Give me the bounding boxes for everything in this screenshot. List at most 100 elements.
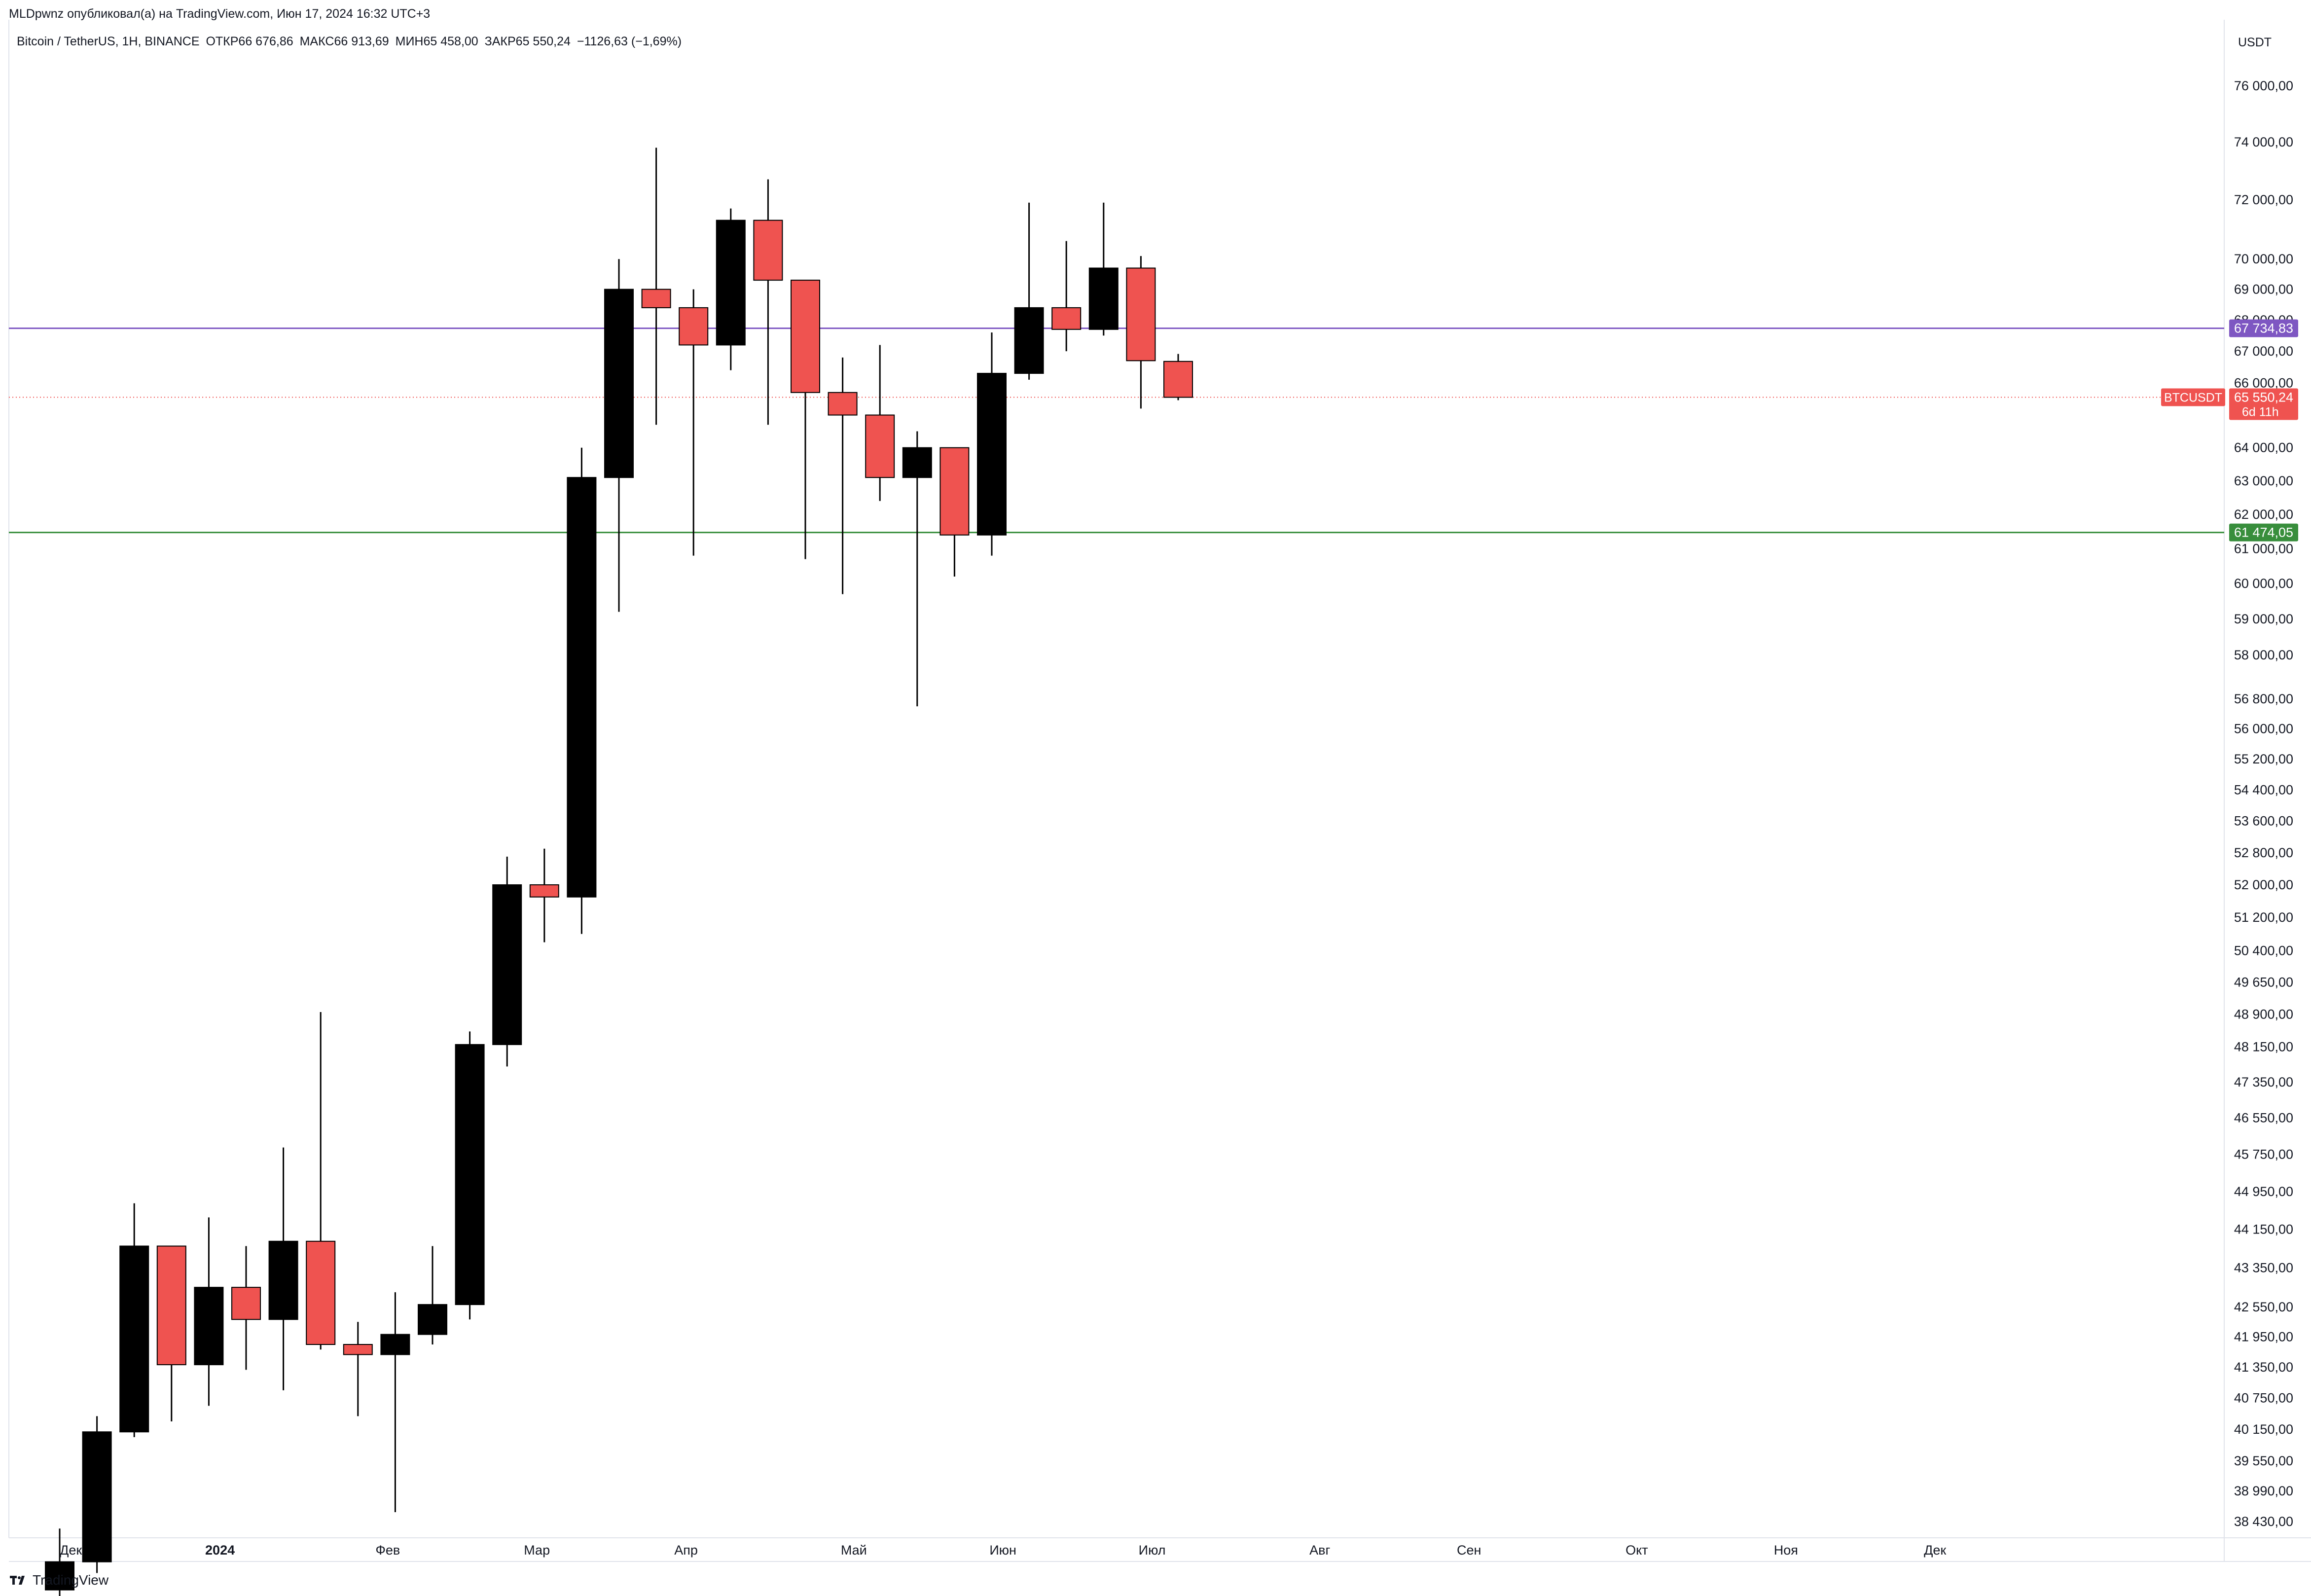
candle-body bbox=[1014, 307, 1044, 374]
candle[interactable] bbox=[902, 431, 932, 707]
candle[interactable] bbox=[1088, 202, 1119, 336]
time-tick-label: Дек bbox=[60, 1543, 82, 1558]
price-tick-label: 51 200,00 bbox=[2234, 910, 2293, 925]
candle-body bbox=[977, 372, 1007, 536]
price-tick-label: 60 000,00 bbox=[2234, 576, 2293, 591]
price-tick-label: 44 950,00 bbox=[2234, 1184, 2293, 1199]
time-tick-label: Ноя bbox=[1774, 1543, 1798, 1558]
price-tick-label: 40 750,00 bbox=[2234, 1391, 2293, 1406]
candle-body bbox=[1051, 307, 1082, 330]
candle[interactable] bbox=[268, 1147, 298, 1390]
candle[interactable] bbox=[641, 147, 671, 425]
symbol-tag-bg bbox=[2161, 388, 2225, 406]
price-axis[interactable]: USDT 76 000,00 74 000,00 72 000,00 70 000,00… bbox=[2161, 36, 2298, 1529]
candle[interactable] bbox=[1163, 354, 1193, 400]
candle[interactable] bbox=[716, 208, 746, 370]
time-tick-label: Май bbox=[841, 1543, 867, 1558]
candle-body bbox=[679, 307, 709, 346]
candle[interactable] bbox=[455, 1031, 485, 1320]
candle[interactable] bbox=[604, 259, 634, 612]
price-tick-label: 66 000,00 bbox=[2234, 375, 2293, 390]
candle-body bbox=[1163, 361, 1193, 398]
price-tick-label: 41 950,00 bbox=[2234, 1330, 2293, 1344]
candle-body bbox=[455, 1044, 485, 1306]
price-tick-label: 59 000,00 bbox=[2234, 612, 2293, 626]
candle-body bbox=[268, 1240, 298, 1320]
line-price-tag[interactable]: 61 474,05 bbox=[2234, 525, 2293, 540]
candle[interactable] bbox=[828, 357, 858, 594]
candle-body bbox=[939, 447, 970, 536]
price-tick-label: 48 150,00 bbox=[2234, 1039, 2293, 1054]
candles bbox=[45, 147, 1193, 1596]
line-price-tag-bg bbox=[2229, 523, 2298, 542]
price-tick-label: 72 000,00 bbox=[2234, 192, 2293, 207]
price-tick-label: 46 550,00 bbox=[2234, 1111, 2293, 1125]
chart-frame bbox=[8, 20, 2311, 1562]
price-tick-label: 50 400,00 bbox=[2234, 943, 2293, 958]
last-price-tag[interactable]: 65 550,24 bbox=[2234, 390, 2293, 405]
candle[interactable] bbox=[567, 447, 597, 934]
price-tick-label: 40 150,00 bbox=[2234, 1422, 2293, 1437]
time-tick-label: Фев bbox=[375, 1543, 400, 1558]
price-tick-label: 70 000,00 bbox=[2234, 252, 2293, 266]
candle[interactable] bbox=[1051, 241, 1082, 352]
time-tick-label: Июн bbox=[989, 1543, 1016, 1558]
candle[interactable] bbox=[194, 1217, 224, 1406]
time-tick-label: Сен bbox=[1457, 1543, 1481, 1558]
candle-body bbox=[791, 280, 820, 393]
candle[interactable] bbox=[306, 1012, 336, 1350]
candle[interactable] bbox=[82, 1416, 112, 1573]
candle[interactable] bbox=[231, 1246, 261, 1370]
candle[interactable] bbox=[753, 179, 783, 425]
price-tick-label: 56 800,00 bbox=[2234, 691, 2293, 706]
legend-symbol[interactable]: Bitcoin / TetherUS, 1Н, BINANCE bbox=[17, 35, 200, 48]
price-tick-label: 55 200,00 bbox=[2234, 752, 2293, 766]
horizontal-lines[interactable] bbox=[9, 327, 2224, 534]
candle[interactable] bbox=[939, 447, 970, 577]
candle-body bbox=[306, 1240, 336, 1345]
candle[interactable] bbox=[791, 280, 820, 559]
candle[interactable] bbox=[1126, 256, 1156, 409]
symbol-tag[interactable]: BTCUSDT bbox=[2164, 391, 2222, 405]
footer: TradingView bbox=[10, 1572, 108, 1588]
candle[interactable] bbox=[119, 1203, 149, 1437]
line-price-tag[interactable]: 67 734,83 bbox=[2234, 321, 2293, 336]
candle[interactable] bbox=[492, 856, 522, 1067]
price-tick-label: 74 000,00 bbox=[2234, 135, 2293, 149]
candle[interactable] bbox=[45, 1528, 74, 1596]
candle[interactable] bbox=[977, 332, 1007, 556]
candle-body bbox=[82, 1431, 112, 1562]
legend-high: МАКС66 913,69 bbox=[299, 35, 389, 48]
legend-change: −1126,63 (−1,69%) bbox=[577, 35, 682, 48]
time-axis[interactable]: Дек 2024 Фев Мар Апр Май Июн Июл Авг Сен Окт Ноя Дек bbox=[60, 1543, 1946, 1558]
candle-body bbox=[1088, 267, 1119, 330]
candle-body bbox=[716, 219, 746, 346]
candle-body bbox=[231, 1287, 261, 1320]
candle[interactable] bbox=[679, 289, 709, 556]
candle[interactable] bbox=[1014, 202, 1044, 380]
candle-body bbox=[604, 289, 634, 478]
price-tick-label: 38 990,00 bbox=[2234, 1484, 2293, 1498]
price-tick-label: 43 350,00 bbox=[2234, 1261, 2293, 1275]
candle[interactable] bbox=[418, 1246, 447, 1345]
time-tick-label: Авг bbox=[1309, 1543, 1330, 1558]
candle-body bbox=[418, 1304, 447, 1335]
candle-body bbox=[902, 447, 932, 478]
price-tick-label: 41 350,00 bbox=[2234, 1360, 2293, 1375]
price-tick-label: 58 000,00 bbox=[2234, 648, 2293, 662]
candle-body bbox=[753, 219, 783, 281]
symbol-legend: Bitcoin / TetherUS, 1Н, BINANCE ОТКР66 6… bbox=[17, 35, 685, 49]
candle-body bbox=[567, 477, 597, 898]
price-tick-label: 63 000,00 bbox=[2234, 473, 2293, 488]
price-tick-label: 54 400,00 bbox=[2234, 782, 2293, 797]
candle[interactable] bbox=[865, 345, 895, 501]
candle[interactable] bbox=[156, 1245, 186, 1421]
candle[interactable] bbox=[529, 848, 559, 943]
time-tick-label: Дек bbox=[1924, 1543, 1946, 1558]
price-tick-label: 39 550,00 bbox=[2234, 1453, 2293, 1468]
candle[interactable] bbox=[343, 1322, 373, 1416]
candle[interactable] bbox=[380, 1292, 410, 1512]
price-tick-label: 48 900,00 bbox=[2234, 1007, 2293, 1021]
currency-label[interactable]: USDT bbox=[2238, 36, 2272, 49]
